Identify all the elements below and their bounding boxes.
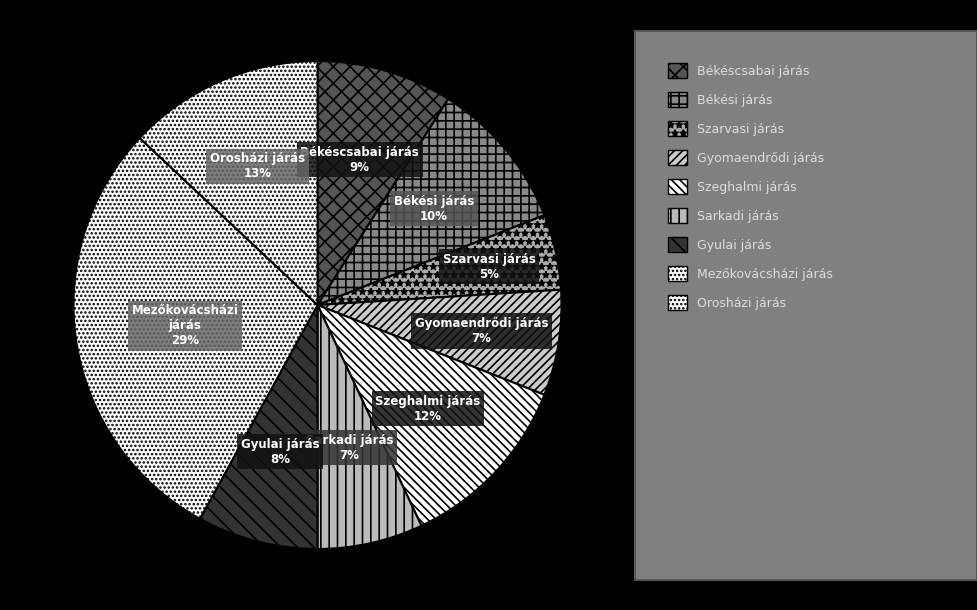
- Wedge shape: [140, 61, 318, 305]
- Wedge shape: [318, 215, 561, 305]
- Text: Szeghalmi járás
12%: Szeghalmi járás 12%: [375, 395, 481, 423]
- Wedge shape: [73, 138, 318, 519]
- Wedge shape: [318, 61, 448, 305]
- Text: Orosházi járás
13%: Orosházi járás 13%: [210, 152, 305, 180]
- Wedge shape: [318, 99, 544, 305]
- Text: Sarkadi járás
7%: Sarkadi járás 7%: [306, 434, 393, 462]
- Text: Békési járás
10%: Békési járás 10%: [394, 195, 474, 223]
- Wedge shape: [318, 290, 562, 395]
- Text: Gyulai járás
8%: Gyulai járás 8%: [240, 437, 319, 465]
- Wedge shape: [318, 305, 421, 549]
- Text: Gyomaendrődi járás
7%: Gyomaendrődi járás 7%: [414, 317, 548, 345]
- Wedge shape: [318, 305, 544, 526]
- Text: Békéscsabai járás
9%: Békéscsabai járás 9%: [300, 146, 419, 174]
- Text: Szarvasi járás
5%: Szarvasi járás 5%: [443, 253, 535, 281]
- Legend: Békéscsabai járás, Békési járás, Szarvasi járás, Gyomaendrődi járás, Szeghalmi j: Békéscsabai járás, Békési járás, Szarvas…: [658, 53, 843, 320]
- Text: Mezőkovácsházi
járás
29%: Mezőkovácsházi járás 29%: [132, 304, 238, 348]
- Wedge shape: [200, 305, 318, 549]
